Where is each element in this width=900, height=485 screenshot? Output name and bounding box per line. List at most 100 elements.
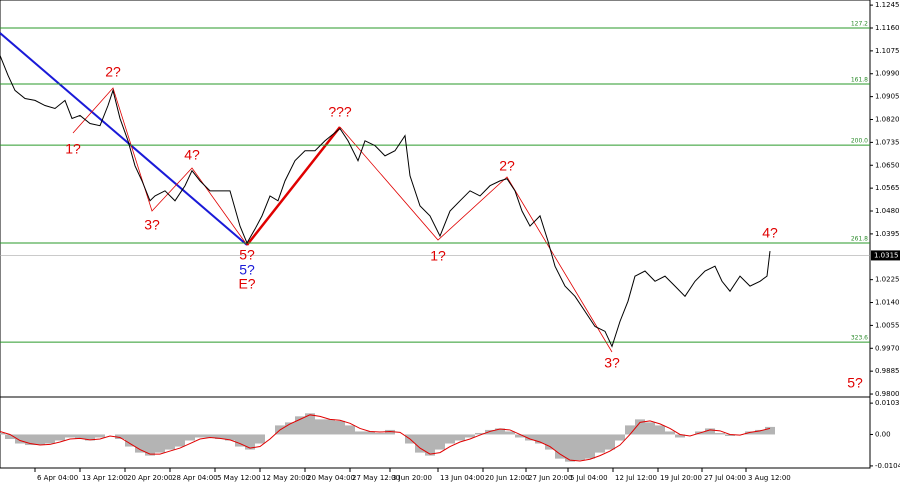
x-tick-label: 19 Jul 20:00 <box>660 474 702 482</box>
x-tick-label: 3 Aug 12:00 <box>748 474 791 482</box>
histogram-bar <box>45 434 55 444</box>
histogram-bar <box>435 434 445 450</box>
y-tick-label: 1.0140 <box>875 299 900 307</box>
x-tick-label: 13 Jun 04:00 <box>440 474 484 482</box>
histogram-bar <box>465 434 475 438</box>
y-tick-label: 0.00 <box>875 430 891 438</box>
histogram-bar <box>415 434 425 453</box>
y-tick-label: 1.0990 <box>875 70 900 78</box>
histogram-bar <box>505 431 515 435</box>
wave-label: ??? <box>328 104 352 120</box>
y-tick-label: 1.1160 <box>875 24 900 32</box>
wave-label: 2? <box>105 64 121 80</box>
histogram-bar <box>475 432 485 435</box>
x-tick-label: 27 May 12:00 <box>352 474 400 482</box>
histogram-bar <box>515 434 525 438</box>
y-tick-label: 0.9800 <box>875 390 900 398</box>
trend-line <box>0 32 248 246</box>
histogram-bar <box>725 434 735 436</box>
wave-line <box>339 126 613 353</box>
wave-label: 1? <box>430 248 446 264</box>
histogram-bar <box>595 434 605 453</box>
price-line <box>0 55 771 348</box>
y-tick-label: 1.0480 <box>875 207 900 215</box>
histogram-bar <box>455 434 465 441</box>
histogram-bar <box>335 420 345 435</box>
y-tick-label: 1.0225 <box>875 276 900 284</box>
histogram-bar <box>135 434 145 453</box>
wave-line <box>246 126 341 246</box>
wave-label: E? <box>238 276 255 292</box>
histogram-bar <box>185 434 195 441</box>
histogram-bar <box>205 434 215 438</box>
histogram-bar <box>365 431 375 435</box>
histogram-bar <box>15 434 25 444</box>
histogram-bar <box>375 432 385 435</box>
histogram-bar <box>65 434 75 438</box>
histogram-bar <box>95 434 105 438</box>
histogram-bar <box>125 434 135 447</box>
y-tick-label: 1.1245 <box>875 1 900 9</box>
y-tick-label: 1.0395 <box>875 230 900 238</box>
histogram-bar <box>255 434 265 444</box>
histogram-bar <box>535 434 545 444</box>
y-tick-label: 1.0735 <box>875 138 900 146</box>
histogram-bar <box>55 434 65 441</box>
y-tick-label: 1.0650 <box>875 161 900 169</box>
histogram-bar <box>0 432 5 435</box>
wave-label: 4? <box>184 147 200 163</box>
x-tick-label: 5 May 12:00 <box>217 474 261 482</box>
histogram-bar <box>445 434 455 444</box>
plot-frame <box>0 0 871 469</box>
level-label: 127.2 <box>851 20 868 27</box>
x-tick-label: 5 Jul 04:00 <box>570 474 608 482</box>
histogram-bar <box>585 434 595 459</box>
histogram-bar <box>25 434 35 446</box>
y-tick-label: 1.0055 <box>875 321 900 329</box>
histogram-bar <box>545 434 555 450</box>
x-tick-label: 12 May 20:00 <box>262 474 310 482</box>
wave-label: 3? <box>144 217 160 233</box>
histogram-bar <box>235 434 245 447</box>
histogram-bar <box>295 416 305 435</box>
histogram-bar <box>315 419 325 435</box>
x-tick-label: 20 Jun 12:00 <box>485 474 529 482</box>
histogram-bar <box>765 426 775 435</box>
x-tick-label: 12 Jul 12:00 <box>615 474 657 482</box>
histogram-bar <box>155 434 165 453</box>
current-price-label: 1.0315 <box>874 251 899 259</box>
histogram-bar <box>385 429 395 435</box>
current-price-box <box>871 250 900 261</box>
histogram-bar <box>565 434 575 462</box>
histogram-bar <box>305 413 315 435</box>
histogram-bar <box>555 434 565 459</box>
histogram-bar <box>425 434 435 456</box>
histogram-bar <box>665 431 675 435</box>
x-tick-label: 6 Apr 04:00 <box>37 474 78 482</box>
histogram-bar <box>115 434 125 439</box>
histogram-bar <box>35 434 45 446</box>
y-tick-label: 0.01037 <box>875 399 900 407</box>
histogram-bar <box>195 434 205 438</box>
histogram-bar <box>635 419 645 435</box>
x-tick-label: 20 Apr 20:00 <box>127 474 173 482</box>
level-label: 261.8 <box>851 236 868 243</box>
x-tick-label: 13 Apr 12:00 <box>82 474 128 482</box>
x-tick-label: 27 Jul 04:00 <box>704 474 746 482</box>
x-tick-label: 20 May 04:00 <box>307 474 355 482</box>
histogram-bar <box>605 434 615 450</box>
histogram-bar <box>495 428 505 435</box>
level-label: 200.0 <box>851 138 868 145</box>
signal-line <box>0 414 771 462</box>
wave-line <box>72 87 248 246</box>
histogram-bar <box>625 425 635 435</box>
histogram-bar <box>755 429 765 435</box>
level-label: 161.8 <box>851 76 868 83</box>
histogram-bar <box>705 428 715 435</box>
wave-label: 5? <box>239 247 255 263</box>
histogram-bar <box>485 429 495 435</box>
wave-label: 1? <box>65 141 81 157</box>
y-tick-label: 0.9970 <box>875 344 900 352</box>
histogram-bar <box>165 434 175 450</box>
